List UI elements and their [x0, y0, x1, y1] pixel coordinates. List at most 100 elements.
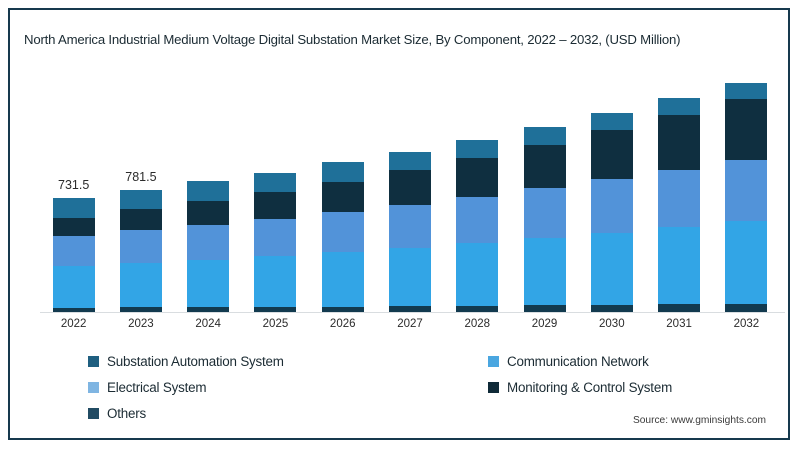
chart-title: North America Industrial Medium Voltage … [24, 32, 681, 47]
legend-swatch-icon [488, 382, 499, 393]
bar-segment [119, 209, 162, 231]
bar-segment [590, 304, 633, 312]
bar-segment [725, 303, 768, 312]
bar-segment [187, 181, 230, 202]
bar-segment [725, 220, 768, 304]
bar-segment [119, 262, 162, 308]
bar-segment [254, 306, 297, 312]
bar-2030[interactable] [590, 112, 633, 312]
bar-2028[interactable] [456, 139, 499, 312]
bar-segment [187, 307, 230, 312]
bar-segment [187, 224, 230, 260]
legend-swatch-icon [88, 408, 99, 419]
bar-segment [321, 181, 364, 213]
bar-segment [590, 130, 633, 180]
bar-segment [456, 305, 499, 312]
bar-segment [456, 197, 499, 244]
legend-label: Communication Network [507, 354, 649, 369]
x-tick-2027: 2027 [397, 318, 423, 330]
bar-segment [321, 306, 364, 312]
legend-label: Monitoring & Control System [507, 380, 673, 395]
chart-legend: Substation Automation System Communicatio… [88, 354, 738, 426]
bar-2031[interactable] [658, 97, 701, 312]
bar-segment [52, 217, 95, 236]
x-axis-labels: 2022 2023 2024 2025 2026 2027 2028 2029 2030 2031… [40, 318, 780, 340]
x-tick-2029: 2029 [531, 318, 558, 330]
legend-label: Others [107, 406, 146, 421]
bar-segment [658, 169, 701, 227]
bar-segment [254, 218, 297, 257]
legend-swatch-icon [88, 356, 99, 367]
legend-swatch-icon [88, 382, 99, 393]
bar-2032[interactable] [725, 82, 768, 312]
bar-segment [389, 204, 431, 248]
bar-2029[interactable] [523, 126, 566, 312]
bar-segment [456, 243, 499, 306]
bar-segment [725, 82, 768, 99]
bar-segment [389, 306, 431, 312]
bar-segment [456, 158, 499, 198]
bar-segment [456, 139, 499, 159]
bar-segment [523, 144, 566, 189]
source-attribution: Source: www.gminsights.com [632, 415, 766, 426]
bar-segment [590, 232, 633, 305]
bar-2023[interactable] [119, 190, 162, 312]
bar-segment [725, 159, 768, 221]
bar-segment [389, 247, 431, 307]
bar-segment [52, 198, 95, 218]
x-tick-2024: 2024 [195, 318, 221, 330]
bar-segment [590, 179, 633, 233]
data-label-2023: 781.5 [125, 170, 157, 185]
x-tick-2023: 2023 [128, 318, 154, 330]
bar-segment [523, 126, 566, 145]
bar-segment [523, 238, 566, 306]
bar-segment [523, 188, 566, 238]
legend-swatch-icon [488, 356, 499, 367]
bar-segment [389, 170, 431, 205]
bar-segment [523, 305, 566, 312]
bar-segment [725, 99, 768, 160]
bar-2025[interactable] [254, 172, 297, 312]
chart-card: North America Industrial Medium Voltage … [8, 8, 790, 440]
x-tick-2028: 2028 [464, 318, 491, 330]
bar-segment [590, 112, 633, 131]
bar-2026[interactable] [321, 162, 364, 312]
bar-segment [658, 226, 701, 305]
bar-segment [389, 151, 431, 171]
plot-area: 731.5 781.5 [40, 72, 780, 312]
bar-segment [52, 235, 95, 267]
bar-segment [254, 256, 297, 307]
x-tick-2030: 2030 [599, 318, 625, 330]
bar-segment [52, 307, 95, 312]
data-label-2022: 731.5 [58, 178, 90, 192]
bar-2027[interactable] [389, 151, 431, 312]
legend-item[interactable]: Substation Automation System [88, 354, 284, 369]
x-axis-line [40, 312, 785, 313]
legend-item[interactable]: Communication Network [488, 354, 649, 369]
bar-segment [658, 115, 701, 170]
bar-segment [119, 307, 162, 312]
x-tick-2025: 2025 [262, 318, 289, 330]
bar-segment [658, 304, 701, 312]
bar-segment [254, 172, 297, 192]
legend-label: Electrical System [107, 380, 207, 395]
legend-item[interactable]: Electrical System [88, 380, 206, 395]
bar-2024[interactable] [187, 181, 230, 312]
x-tick-2026: 2026 [329, 318, 356, 330]
bar-segment [658, 97, 701, 116]
bar-segment [119, 190, 162, 210]
bar-segment [321, 162, 364, 182]
bar-segment [187, 259, 230, 308]
bar-segment [52, 266, 95, 308]
legend-item[interactable]: Others [88, 406, 146, 421]
bar-2022[interactable] [52, 198, 95, 312]
bar-segment [321, 252, 364, 307]
x-tick-2031: 2031 [666, 318, 692, 330]
x-tick-2022: 2022 [60, 318, 87, 330]
x-tick-2032: 2032 [733, 318, 760, 330]
legend-label: Substation Automation System [107, 354, 284, 369]
bar-segment [321, 212, 364, 253]
bar-segment [187, 201, 230, 225]
bar-segment [119, 230, 162, 263]
legend-item[interactable]: Monitoring & Control System [488, 380, 672, 395]
